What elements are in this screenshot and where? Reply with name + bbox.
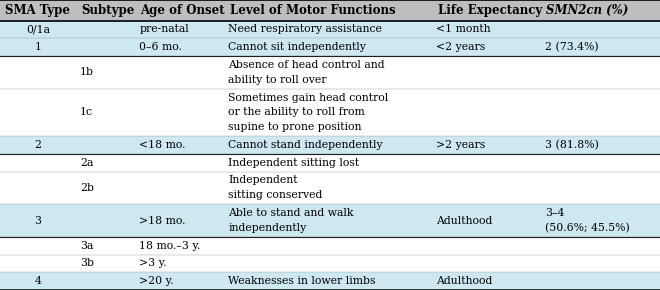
Text: Need respiratory assistance: Need respiratory assistance (228, 24, 382, 35)
Text: 2a: 2a (80, 158, 93, 168)
Text: 1b: 1b (80, 67, 94, 77)
Text: 0/1a: 0/1a (26, 24, 50, 35)
Text: 0–6 mo.: 0–6 mo. (139, 42, 182, 52)
Text: 2b: 2b (80, 183, 94, 193)
Text: or the ability to roll from: or the ability to roll from (228, 107, 365, 117)
Text: 3a: 3a (80, 241, 93, 251)
Text: >20 y.: >20 y. (139, 276, 174, 286)
Text: 3: 3 (34, 215, 42, 226)
Text: 3b: 3b (80, 258, 94, 269)
Text: Adulthood: Adulthood (436, 215, 492, 226)
Bar (0, 272, 660, 290)
Text: <2 years: <2 years (436, 42, 486, 52)
Text: 1: 1 (34, 42, 42, 52)
Text: pre-natal: pre-natal (139, 24, 189, 35)
Text: Age of Onset: Age of Onset (141, 4, 225, 17)
Text: Level of Motor Functions: Level of Motor Functions (230, 4, 395, 17)
Bar (0, 154, 660, 172)
Text: <18 mo.: <18 mo. (139, 140, 185, 150)
Bar (0, 172, 660, 204)
Text: <1 month: <1 month (436, 24, 491, 35)
Text: Independent: Independent (228, 175, 298, 186)
Text: independently: independently (228, 223, 307, 233)
Text: Able to stand and walk: Able to stand and walk (228, 208, 354, 218)
Text: 3 (81.8%): 3 (81.8%) (545, 140, 599, 150)
Text: >3 y.: >3 y. (139, 258, 167, 269)
Text: 4: 4 (34, 276, 42, 286)
Text: sitting conserved: sitting conserved (228, 190, 323, 200)
Text: >18 mo.: >18 mo. (139, 215, 185, 226)
Text: supine to prone position: supine to prone position (228, 122, 362, 132)
Bar (0, 38, 660, 56)
Text: Cannot sit independently: Cannot sit independently (228, 42, 366, 52)
Text: Life Expectancy: Life Expectancy (438, 4, 542, 17)
Text: Absence of head control and: Absence of head control and (228, 60, 385, 70)
Text: 1c: 1c (80, 107, 93, 117)
Bar (0, 21, 660, 38)
Text: Adulthood: Adulthood (436, 276, 492, 286)
Text: Sometimes gain head control: Sometimes gain head control (228, 93, 389, 103)
Bar (0, 0, 660, 21)
Text: Weaknesses in lower limbs: Weaknesses in lower limbs (228, 276, 376, 286)
Bar (0, 136, 660, 154)
Text: >2 years: >2 years (436, 140, 486, 150)
Text: Subtype: Subtype (81, 4, 135, 17)
Bar (0, 204, 660, 237)
Text: SMN2cn (%): SMN2cn (%) (546, 4, 629, 17)
Bar (0, 237, 660, 255)
Text: 3–4: 3–4 (545, 208, 564, 218)
Text: Independent sitting lost: Independent sitting lost (228, 158, 360, 168)
Bar (0, 255, 660, 272)
Text: 2: 2 (34, 140, 42, 150)
Text: SMA Type: SMA Type (5, 4, 71, 17)
Text: Cannot stand independently: Cannot stand independently (228, 140, 383, 150)
Bar (0, 89, 660, 136)
Text: 2 (73.4%): 2 (73.4%) (545, 42, 599, 52)
Text: ability to roll over: ability to roll over (228, 75, 327, 85)
Text: (50.6%; 45.5%): (50.6%; 45.5%) (545, 223, 630, 233)
Bar (0, 56, 660, 89)
Text: 18 mo.–3 y.: 18 mo.–3 y. (139, 241, 201, 251)
